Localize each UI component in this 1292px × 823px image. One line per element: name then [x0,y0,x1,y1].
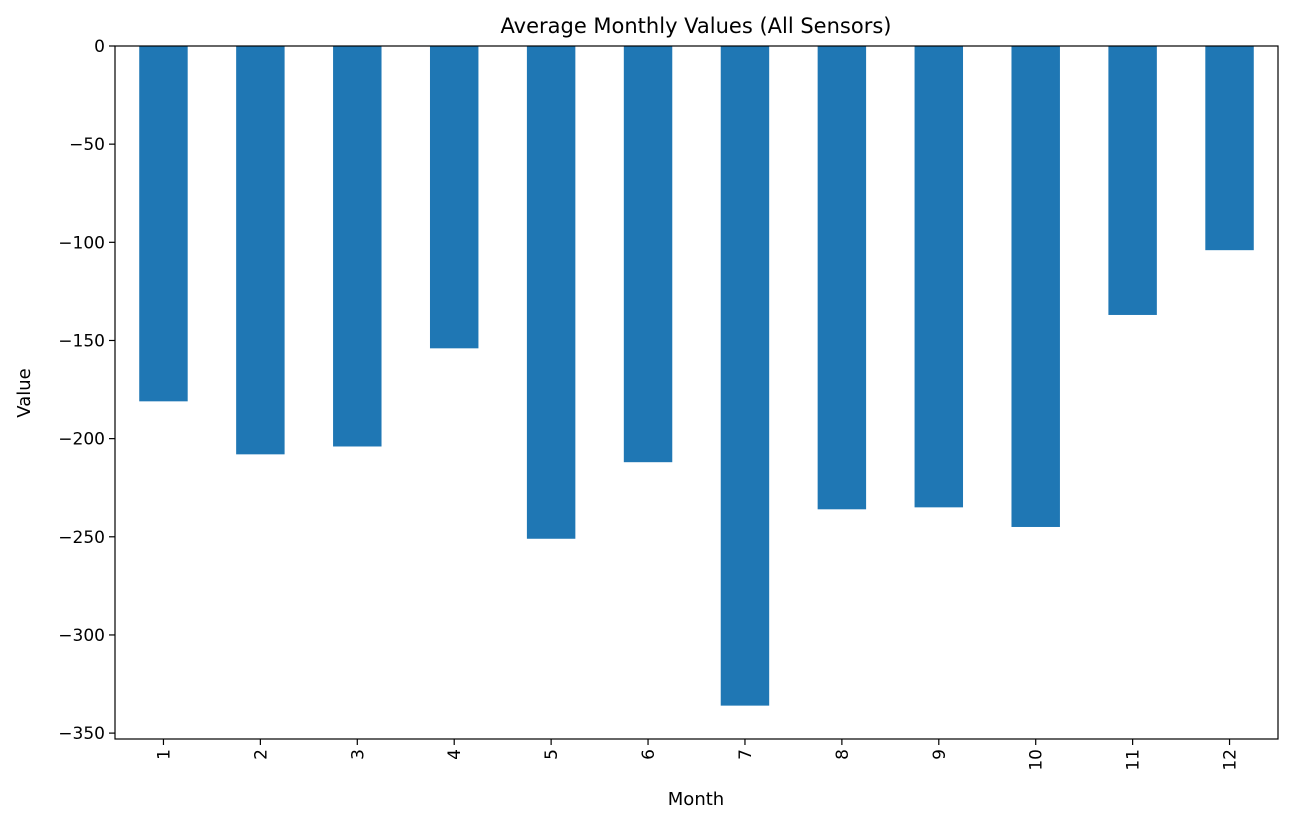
bar-month-1 [139,46,188,402]
x-tick-label: 8 [833,749,853,760]
bar-month-7 [720,46,770,706]
bar-month-8 [817,46,867,510]
y-tick-label: −50 [69,135,105,155]
x-tick-label: 2 [251,749,271,760]
bar-month-12 [1205,46,1254,251]
chart-title: Average Monthly Values (All Sensors) [501,14,892,38]
bar-month-2 [236,46,285,455]
bar-month-10 [1011,46,1060,527]
y-tick-label: −250 [58,528,105,548]
x-tick-label: 7 [736,749,756,760]
bar-month-9 [914,46,964,508]
y-axis-ticks: 0 −50 −100 −150 −200 −250 −300 −350 [58,37,115,744]
x-tick-label: 10 [1027,749,1047,771]
y-tick-label: −200 [58,430,105,450]
x-tick-label: 12 [1221,749,1241,771]
plot-frame [114,45,1279,740]
bar-month-5 [526,46,576,539]
y-tick-label: −350 [58,724,105,744]
x-tick-label: 11 [1124,749,1144,771]
x-tick-label: 3 [348,749,368,760]
y-tick-label: −100 [58,233,105,253]
x-tick-label: 5 [542,749,562,760]
x-tick-label: 6 [639,749,659,760]
bars-group [139,46,1254,706]
x-axis-ticks: 1 2 3 4 5 6 7 8 9 10 11 12 [154,739,1241,771]
x-tick-label: 1 [154,749,174,760]
y-tick-label: −300 [58,626,105,646]
y-tick-label: −150 [58,331,105,351]
bar-month-4 [429,46,479,349]
x-tick-label: 9 [930,749,950,760]
x-tick-label: 4 [445,749,465,760]
bar-month-3 [333,46,382,447]
y-axis-label: Value [14,368,35,417]
bar-month-11 [1108,46,1157,315]
bar-month-6 [623,46,673,463]
x-axis-label: Month [668,789,724,810]
y-tick-label: 0 [94,37,105,57]
